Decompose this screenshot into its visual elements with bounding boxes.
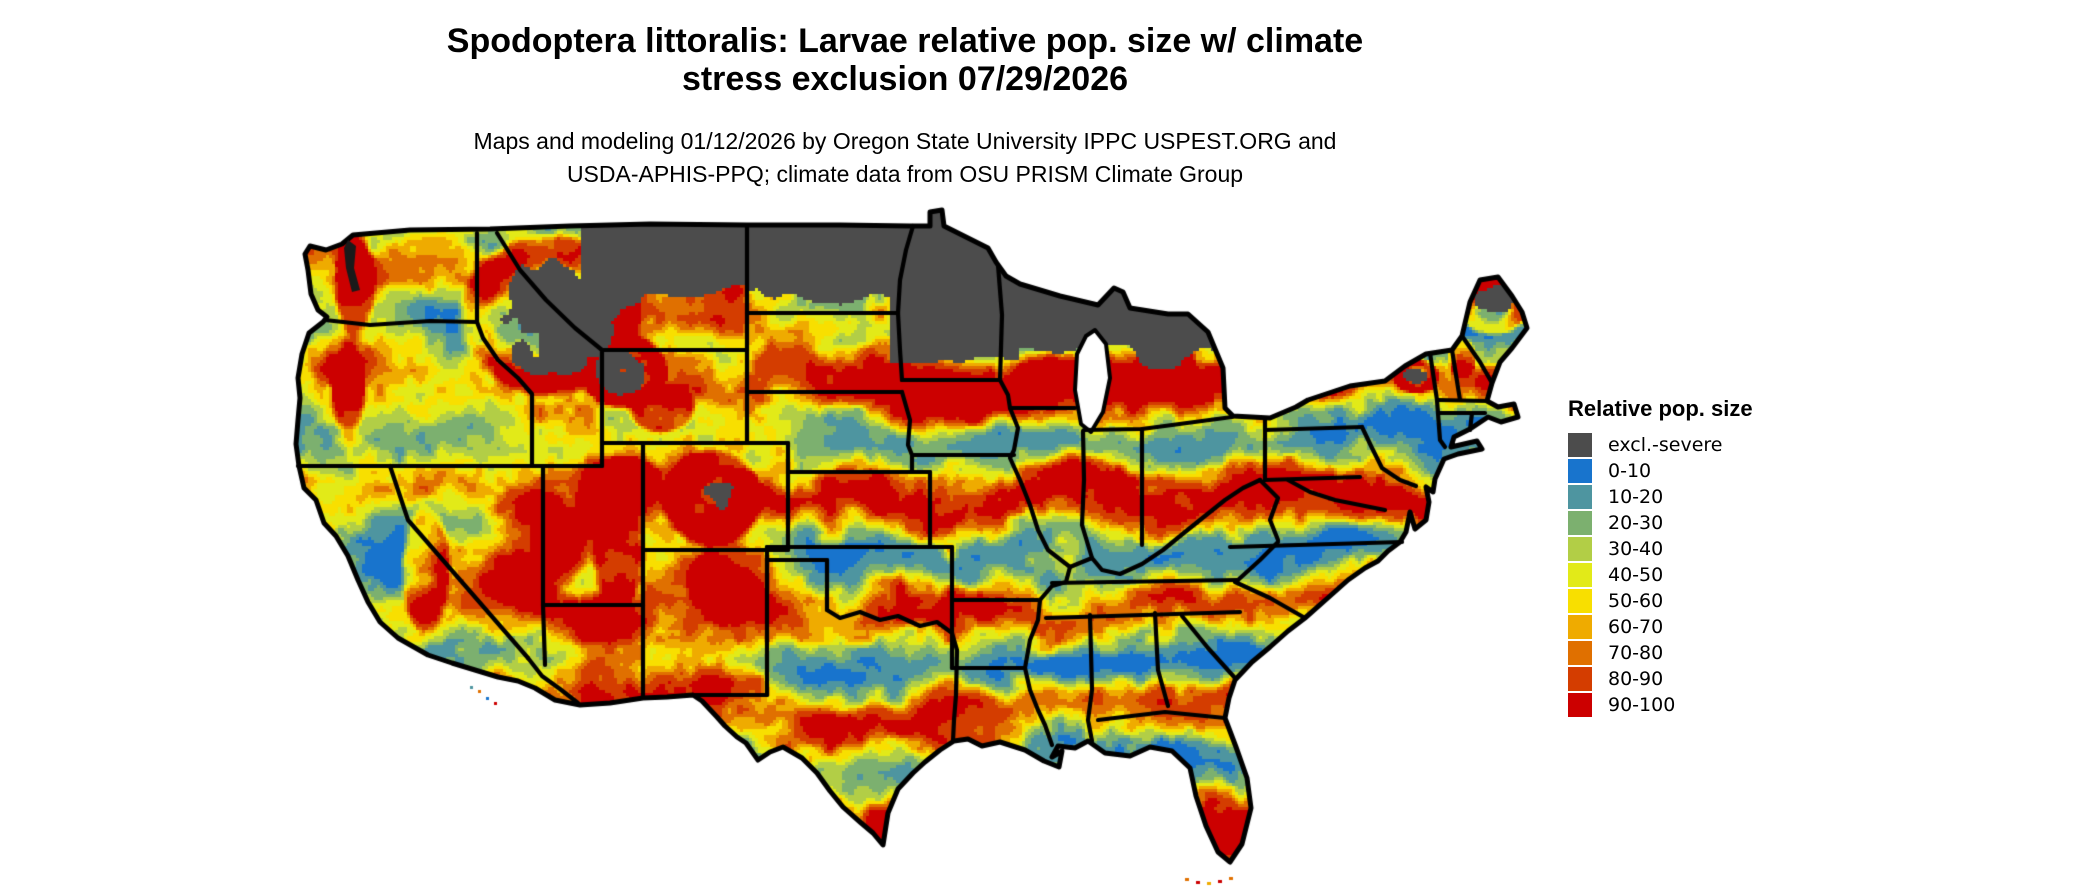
page-title: Spodoptera littoralis: Larvae relative p… bbox=[305, 22, 1505, 98]
page-subtitle-line1: Maps and modeling 01/12/2026 by Oregon S… bbox=[473, 128, 1337, 154]
legend-item: 70-80 bbox=[1568, 640, 1868, 666]
legend-item: 20-30 bbox=[1568, 510, 1868, 536]
legend-swatch bbox=[1568, 693, 1592, 717]
legend-item: 40-50 bbox=[1568, 562, 1868, 588]
legend-item: 80-90 bbox=[1568, 666, 1868, 692]
legend-label: 90-100 bbox=[1608, 694, 1676, 716]
legend-swatch bbox=[1568, 537, 1592, 561]
legend-label: 60-70 bbox=[1608, 616, 1664, 638]
legend-swatch bbox=[1568, 589, 1592, 613]
legend-item: 90-100 bbox=[1568, 692, 1868, 718]
legend-label: 30-40 bbox=[1608, 538, 1664, 560]
legend-swatch bbox=[1568, 563, 1592, 587]
legend-swatch bbox=[1568, 641, 1592, 665]
us-choropleth-map bbox=[230, 150, 1540, 890]
legend-swatch bbox=[1568, 511, 1592, 535]
map-legend: Relative pop. size excl.-severe 0-10 10-20… bbox=[1568, 396, 1868, 718]
legend-swatch bbox=[1568, 459, 1592, 483]
legend-item: 30-40 bbox=[1568, 536, 1868, 562]
legend-label: 10-20 bbox=[1608, 486, 1664, 508]
legend-label: excl.-severe bbox=[1608, 434, 1723, 456]
legend-title: Relative pop. size bbox=[1568, 396, 1753, 421]
legend-label: 20-30 bbox=[1608, 512, 1664, 534]
legend-label: 70-80 bbox=[1608, 642, 1664, 664]
legend-item: 50-60 bbox=[1568, 588, 1868, 614]
legend-label: 0-10 bbox=[1608, 460, 1652, 482]
legend-swatch bbox=[1568, 485, 1592, 509]
legend-item: excl.-severe bbox=[1568, 432, 1868, 458]
page-title-line1: Spodoptera littoralis: Larvae relative p… bbox=[446, 22, 1364, 60]
legend-label: 40-50 bbox=[1608, 564, 1664, 586]
legend-swatch bbox=[1568, 615, 1592, 639]
legend-label: 80-90 bbox=[1608, 668, 1664, 690]
legend-label: 50-60 bbox=[1608, 590, 1664, 612]
legend-items: excl.-severe 0-10 10-20 20-30 30-40 40-50 50-6… bbox=[1568, 432, 1868, 718]
legend-item: 0-10 bbox=[1568, 458, 1868, 484]
legend-swatch bbox=[1568, 667, 1592, 691]
legend-item: 60-70 bbox=[1568, 614, 1868, 640]
legend-swatch bbox=[1568, 433, 1592, 457]
legend-item: 10-20 bbox=[1568, 484, 1868, 510]
page-title-line2: stress exclusion 07/29/2026 bbox=[681, 60, 1129, 98]
